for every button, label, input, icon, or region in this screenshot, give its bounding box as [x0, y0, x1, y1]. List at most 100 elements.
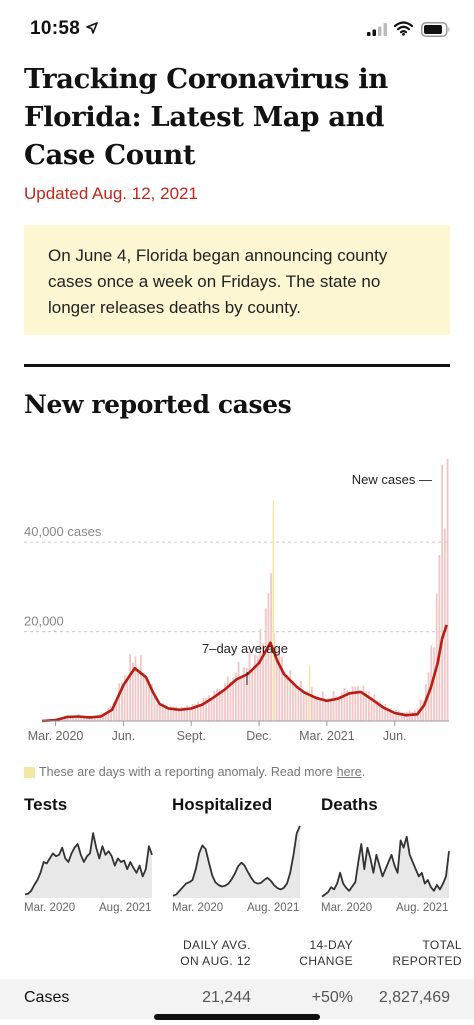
daily-case-bar: [191, 703, 194, 721]
deaths-x-start: Mar. 2020: [321, 902, 373, 914]
daily-case-bar: [142, 672, 145, 721]
daily-case-bar: [175, 706, 178, 721]
daily-case-bar: [226, 676, 229, 721]
daily-case-bar: [313, 696, 316, 721]
cellular-signal-icon: [367, 23, 387, 36]
x-tick-label: Jun.: [112, 729, 136, 743]
x-tick-label: Mar. 2021: [299, 729, 355, 743]
daily-case-bar: [359, 693, 362, 721]
daily-case-bar: [240, 676, 243, 721]
daily-case-bar: [297, 689, 300, 721]
seven-day-average-line: [41, 624, 448, 723]
daily-case-bar: [300, 680, 302, 721]
daily-case-bar: [384, 703, 387, 721]
daily-case-bar: [207, 695, 210, 721]
daily-case-bar: [321, 691, 324, 721]
daily-case-bar: [169, 706, 172, 721]
anomaly-note-period: .: [361, 765, 366, 779]
daily-case-bar: [381, 707, 384, 721]
daily-case-bar: [210, 699, 213, 721]
daily-case-bar: [188, 709, 191, 721]
daily-case-bar: [438, 554, 441, 721]
daily-case-bar: [357, 686, 359, 721]
daily-case-bar: [93, 715, 96, 721]
tests-x-start: Mar. 2020: [24, 902, 76, 914]
new-cases-annotation: New cases —: [352, 472, 432, 487]
daily-case-bar: [302, 691, 305, 721]
daily-case-bar: [69, 716, 72, 721]
daily-case-bar: [80, 716, 83, 721]
daily-case-bar: [123, 675, 126, 721]
daily-case-bar: [180, 706, 183, 721]
daily-case-bar: [186, 705, 188, 721]
daily-case-bar: [237, 661, 240, 721]
daily-case-bar: [340, 692, 343, 721]
section-divider: [24, 364, 450, 367]
daily-case-bar: [213, 690, 216, 721]
y-tick-label: 40,000 cases: [24, 524, 102, 539]
daily-case-bar: [150, 683, 153, 721]
y-tick-label: 20,000: [24, 614, 64, 629]
daily-case-bar: [115, 698, 118, 721]
daily-case-bar: [161, 702, 164, 721]
updated-timestamp: Updated Aug. 12, 2021: [24, 184, 198, 203]
seven-day-annotation: 7–day average: [202, 641, 288, 656]
anomaly-read-more-link[interactable]: here: [336, 765, 362, 779]
daily-case-bar: [202, 697, 205, 721]
small-chart-area: [173, 826, 300, 898]
daily-case-bar: [324, 698, 327, 721]
daily-case-bar: [403, 712, 406, 721]
daily-case-bar: [164, 704, 167, 721]
daily-case-bar: [338, 695, 340, 721]
daily-case-bar: [197, 701, 199, 721]
x-tick-label: Jun.: [383, 729, 407, 743]
daily-case-bar: [354, 686, 357, 721]
table-row[interactable]: Cases 21,244 +50% 2,827,469: [0, 979, 474, 1019]
daily-case-bar: [294, 684, 297, 721]
daily-case-bar: [112, 702, 115, 721]
daily-case-bar: [316, 695, 319, 721]
daily-case-bar: [248, 651, 251, 721]
daily-case-bar: [433, 647, 435, 721]
daily-case-bar: [183, 707, 186, 721]
daily-case-bar: [376, 700, 378, 721]
notice-box: On June 4, Florida began announcing coun…: [24, 225, 450, 335]
daily-case-bar: [332, 691, 335, 721]
tests-title: Tests: [24, 795, 68, 814]
status-time: 10:58: [30, 18, 81, 39]
daily-case-bar: [346, 689, 349, 721]
daily-case-bar: [229, 681, 232, 721]
daily-case-bar: [245, 667, 248, 721]
daily-case-bar: [199, 705, 202, 721]
new-cases-chart: 40,000 cases 20,000 Mar. 2020 Jun. Sept. Dec…: [24, 458, 450, 743]
daily-case-bar: [118, 683, 121, 721]
daily-case-bar: [156, 704, 159, 721]
daily-case-bar: [64, 716, 66, 721]
daily-case-bar: [262, 643, 264, 721]
small-chart-line: [24, 832, 153, 896]
daily-case-bar: [159, 704, 161, 721]
daily-case-bar: [373, 694, 376, 721]
daily-case-bar: [256, 655, 259, 721]
daily-case-bar: [216, 688, 218, 721]
daily-case-bar: [319, 699, 321, 721]
daily-case-bar: [131, 662, 134, 721]
daily-case-bar: [126, 679, 129, 721]
daily-case-bar: [275, 646, 278, 721]
daily-case-bar: [281, 656, 283, 721]
deaths-x-end: Aug. 2021: [396, 902, 449, 914]
daily-case-bar: [329, 698, 332, 721]
daily-case-bar: [172, 706, 175, 721]
hospitalized-x-end: Aug. 2021: [247, 902, 300, 914]
daily-case-bar: [283, 671, 286, 721]
daily-case-bar: [104, 711, 107, 721]
anomaly-legend: These are days with a reporting anomaly.…: [24, 765, 365, 779]
daily-case-bar: [446, 458, 449, 721]
daily-case-bar: [291, 680, 294, 721]
x-tick-label: Mar. 2020: [28, 729, 84, 743]
daily-case-bar: [335, 695, 338, 721]
tests-x-end: Aug. 2021: [99, 902, 152, 914]
x-tick-label: Sept.: [177, 729, 206, 743]
daily-case-bar: [235, 672, 237, 721]
daily-case-bar: [224, 683, 226, 721]
